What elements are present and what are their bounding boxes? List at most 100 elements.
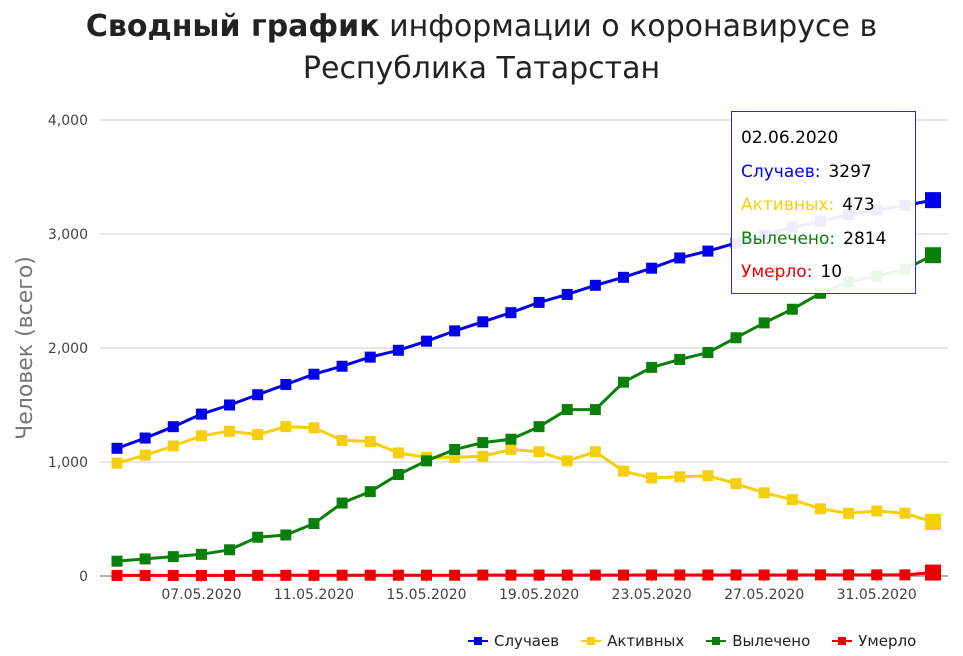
data-point-deaths — [871, 569, 883, 581]
tooltip-cases-label: Случаев: — [741, 161, 821, 182]
data-point-recovered — [111, 555, 123, 567]
data-point-cases — [449, 325, 461, 337]
x-tick-label: 23.05.2020 — [612, 587, 692, 603]
data-point-recovered — [505, 433, 517, 445]
x-tick-label: 19.05.2020 — [499, 587, 579, 603]
data-point-deaths — [533, 569, 545, 581]
data-point-recovered — [139, 553, 151, 565]
data-point-active — [392, 447, 404, 459]
series-line-active — [116, 425, 934, 524]
data-point-cases — [533, 296, 545, 308]
data-point-recovered — [561, 404, 573, 416]
data-point-cases — [336, 360, 348, 372]
data-point-active — [814, 503, 826, 515]
data-point-active — [364, 435, 376, 447]
data-point-active — [730, 478, 742, 490]
tooltip-active-label: Активных: — [741, 195, 835, 215]
data-point-recovered — [421, 455, 433, 467]
data-point-recovered — [308, 518, 320, 530]
data-point-active — [139, 449, 151, 461]
data-point-cases — [674, 252, 686, 264]
data-point-recovered — [617, 376, 629, 388]
data-point-active — [925, 514, 941, 531]
data-point-deaths — [392, 569, 404, 581]
data-point-recovered — [252, 531, 264, 543]
tooltip-recovered-label: Вылечено: — [741, 228, 836, 249]
data-point-recovered — [449, 443, 461, 455]
legend-swatch-active — [581, 636, 602, 646]
data-point-deaths — [421, 569, 433, 581]
data-point-deaths — [336, 569, 348, 581]
data-point-active — [195, 430, 207, 442]
data-point-active — [589, 446, 601, 458]
tooltip-row-deaths: Умерло: 10 — [741, 256, 915, 290]
legend-swatch-cases — [468, 636, 488, 646]
data-point-recovered — [758, 317, 770, 329]
data-point-cases — [421, 335, 433, 347]
data-point-active — [449, 451, 461, 463]
data-point-recovered — [392, 469, 404, 481]
tooltip-row-active: Активных: 473 — [741, 189, 915, 223]
data-point-active — [758, 487, 770, 499]
data-point-deaths — [617, 569, 629, 581]
data-point-active — [308, 422, 320, 434]
data-point-active — [899, 507, 911, 519]
data-point-active — [336, 434, 348, 446]
data-point-deaths — [589, 569, 601, 581]
data-point-deaths — [111, 569, 123, 581]
legend-item-cases[interactable]: Случаев — [468, 632, 559, 650]
x-tick-label: 15.05.2020 — [386, 587, 466, 603]
x-tick-label: 07.05.2020 — [161, 587, 241, 603]
chart-title-bold: Сводный график — [85, 9, 380, 44]
data-point-recovered — [589, 404, 601, 416]
data-point-deaths — [561, 569, 573, 581]
legend-item-recovered[interactable]: Вылечено — [706, 632, 810, 650]
data-point-active — [702, 470, 714, 482]
data-point-active — [561, 455, 573, 467]
y-axis-label: Человек (всего) — [13, 256, 38, 440]
data-point-recovered — [336, 497, 348, 509]
data-point-deaths — [814, 569, 826, 581]
legend-item-active[interactable]: Активных — [581, 632, 684, 650]
legend-swatch-recovered — [706, 636, 727, 646]
legend-label-active: Активных — [607, 632, 685, 650]
data-point-deaths — [167, 569, 179, 581]
data-point-recovered — [533, 421, 545, 433]
data-point-deaths — [308, 569, 320, 581]
data-point-cases — [139, 432, 151, 444]
data-point-cases — [195, 408, 207, 420]
y-tick-label: 4,000 — [48, 113, 88, 129]
tooltip-row-cases: Случаев: 3297 — [741, 156, 915, 190]
data-point-cases — [308, 368, 320, 380]
data-point-deaths — [899, 569, 911, 581]
data-point-cases — [477, 316, 489, 328]
data-point-recovered — [224, 544, 236, 556]
data-point-cases — [364, 351, 376, 363]
data-point-deaths — [195, 569, 207, 581]
data-point-deaths — [252, 569, 264, 581]
x-tick-label: 27.05.2020 — [724, 587, 804, 603]
data-point-active — [843, 507, 855, 519]
tooltip-active-value: 473 — [842, 195, 875, 215]
data-point-cases — [617, 271, 629, 283]
data-point-active — [646, 472, 658, 484]
data-point-deaths — [477, 569, 489, 581]
data-point-deaths — [786, 569, 798, 581]
data-point-recovered — [730, 332, 742, 344]
data-point-deaths — [139, 569, 151, 581]
legend-item-deaths[interactable]: Умерло — [832, 632, 916, 650]
data-point-deaths — [364, 569, 376, 581]
data-point-deaths — [843, 569, 855, 581]
data-point-recovered — [477, 437, 489, 449]
data-point-cases — [392, 344, 404, 356]
data-point-cases — [280, 378, 292, 390]
legend-label-recovered: Вылечено — [732, 632, 811, 650]
tooltip-deaths-label: Умерло: — [741, 262, 813, 282]
tooltip-row-recovered: Вылечено: 2814 — [741, 223, 915, 257]
data-point-cases — [589, 279, 601, 291]
legend-label-cases: Случаев — [494, 632, 560, 650]
data-point-cases — [505, 307, 517, 319]
data-point-deaths — [280, 569, 292, 581]
data-point-active — [617, 465, 629, 477]
